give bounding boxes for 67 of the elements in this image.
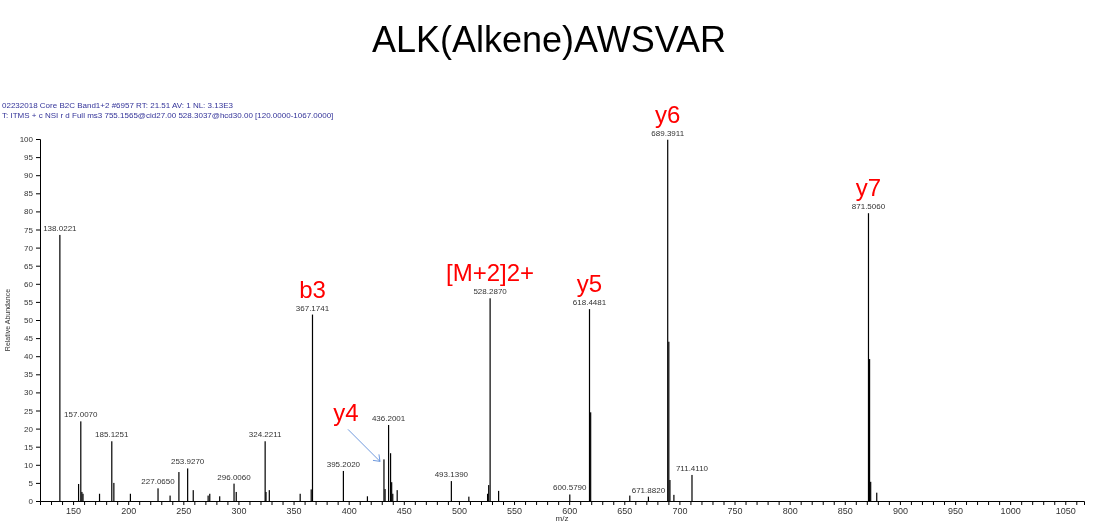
annotation: 528.2870 xyxy=(473,287,508,297)
y-tick-label: 40 xyxy=(24,352,34,362)
y-tick-label: 35 xyxy=(24,370,34,380)
annotation: 185.1251 xyxy=(95,430,130,440)
x-tick-label: 750 xyxy=(727,506,743,517)
y-tick-label: 60 xyxy=(24,279,34,289)
annotation: 138.0221 xyxy=(43,223,78,233)
annotation: 618.4481 xyxy=(572,298,607,308)
x-tick-label: 600 xyxy=(562,506,578,517)
y-tick-label: 5 xyxy=(28,478,34,488)
annotation: 436.2001 xyxy=(371,413,406,423)
y-tick-label: 100 xyxy=(19,135,34,145)
x-tick-label: 150 xyxy=(66,506,82,517)
annotation: [M+2]2+ xyxy=(446,259,535,287)
y-tick-label: 85 xyxy=(24,189,34,199)
x-tick-label: 700 xyxy=(672,506,688,517)
y-tick-label: 55 xyxy=(24,297,34,307)
y-tick-label: 70 xyxy=(24,243,34,253)
chart-subtitle: 02232018 Core B2C Band1+2 #6957 RT: 21.51 AV: 1 NL: 3.13E3 T: ITMS + c NSI r d Full ms3 755.1565@cid27.00 528.3037@hcd30.00 [120.0000-1067.0000] xyxy=(2,101,334,120)
y-tick-label: 10 xyxy=(24,460,34,470)
x-tick-label: 650 xyxy=(617,506,633,517)
x-tick-label: 900 xyxy=(892,506,908,517)
y-tick-label: 50 xyxy=(24,316,34,326)
x-tick-label: 1000 xyxy=(1000,506,1021,517)
x-tick-label: 500 xyxy=(451,506,467,517)
annotation: y5 xyxy=(576,270,603,298)
annotation: 689.3911 xyxy=(651,128,685,138)
annotation: y7 xyxy=(855,174,882,202)
annotation: 296.0060 xyxy=(217,472,252,482)
x-tick-label: 250 xyxy=(176,506,192,517)
annotation: 711.4110 xyxy=(675,463,709,473)
y-tick-label: 45 xyxy=(24,334,34,344)
y-tick-label: 80 xyxy=(24,207,34,217)
y-tick-label: 65 xyxy=(24,261,34,271)
annotation: y6 xyxy=(655,100,681,128)
y-tick-label: 30 xyxy=(24,388,34,398)
annotation: 671.8820 xyxy=(631,485,666,495)
x-tick-label: 850 xyxy=(837,506,853,517)
annotation: 253.9270 xyxy=(170,457,205,467)
y-tick-label: 90 xyxy=(24,171,34,181)
y-tick-label: 0 xyxy=(28,497,34,507)
annotation: 871.5060 xyxy=(851,202,886,212)
y-tick-label: 25 xyxy=(24,406,34,416)
x-tick-label: 1050 xyxy=(1055,506,1076,517)
annotation: 493.1390 xyxy=(434,470,469,480)
y-tick-label: 20 xyxy=(24,424,34,434)
x-tick-label: 200 xyxy=(121,506,137,517)
x-tick-label: 450 xyxy=(396,506,412,517)
x-tick-label: 800 xyxy=(782,506,798,517)
annotation: 157.0070 xyxy=(64,410,99,420)
y-tick-label: 75 xyxy=(24,225,34,235)
annotation: 324.2211 xyxy=(248,430,283,440)
annotation: b3 xyxy=(299,275,326,303)
x-tick-label: 300 xyxy=(231,506,247,517)
x-tick-label: 950 xyxy=(948,506,964,517)
y-tick-label: 15 xyxy=(24,442,34,452)
x-tick-label: 350 xyxy=(286,506,302,517)
y-tick-label: 95 xyxy=(24,153,34,163)
annotation: y4 xyxy=(333,399,359,427)
x-tick-label: 550 xyxy=(507,506,523,517)
x-tick-label: 400 xyxy=(341,506,357,517)
annotation: 227.0650 xyxy=(141,477,176,487)
annotation: 367.1741 xyxy=(295,303,330,313)
x-axis-title: m/z xyxy=(555,514,569,523)
annotation: 395.2020 xyxy=(326,459,361,469)
chart-title: ALK(Alkene)AWSVAR xyxy=(371,19,727,60)
annotation: 600.5790 xyxy=(553,483,588,493)
